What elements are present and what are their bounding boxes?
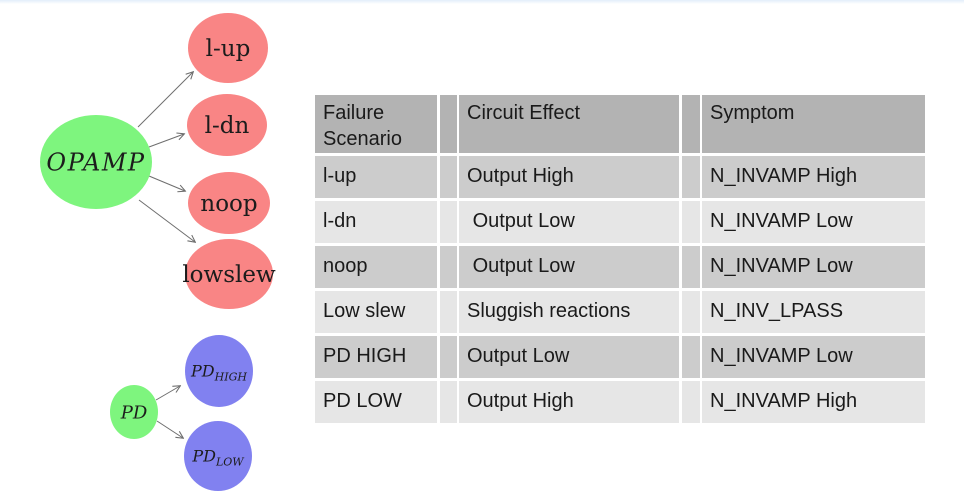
edge-opamp-lup — [137, 72, 193, 128]
cell-symptom: N_INVAMP Low — [702, 335, 925, 378]
cell-scenario: l-dn — [315, 200, 437, 243]
node-lowslew — [185, 239, 273, 309]
failure-table: Failure Scenario Circuit Effect Symptom … — [315, 95, 925, 423]
cell-effect: Output Low — [459, 200, 679, 243]
node-l-dn-label: l-dn — [205, 113, 250, 139]
cell-scenario: PD LOW — [315, 380, 437, 423]
header-spacer-1 — [439, 95, 457, 153]
node-noop-label: noop — [200, 191, 257, 217]
node-pd-high-label: PDHIGH — [190, 362, 247, 384]
window-top-edge — [0, 0, 964, 4]
fault-tree-diagram: OPAMP l-up l-dn noop lowslew PD PDHIGH P… — [40, 13, 276, 491]
cell-symptom: N_INVAMP High — [702, 155, 925, 198]
cell-scenario: PD HIGH — [315, 335, 437, 378]
cell-spacer — [681, 380, 700, 423]
cell-scenario: noop — [315, 245, 437, 288]
header-symptom: Symptom — [702, 95, 925, 153]
node-pd-low-sub: LOW — [215, 456, 245, 469]
header-spacer-2 — [681, 95, 700, 153]
node-pd-high-base: PD — [190, 362, 215, 381]
node-l-up-label: l-up — [206, 36, 251, 62]
cell-effect: Output Low — [459, 245, 679, 288]
cell-spacer — [439, 155, 457, 198]
node-pd-low-label: PDLOW — [191, 447, 245, 469]
cell-spacer — [439, 335, 457, 378]
cell-spacer — [681, 290, 700, 333]
header-failure-scenario: Failure Scenario — [315, 95, 437, 153]
edge-opamp-ldn — [148, 134, 184, 148]
node-pd-high-sub: HIGH — [214, 371, 248, 384]
cell-symptom: N_INVAMP High — [702, 380, 925, 423]
node-opamp — [40, 115, 152, 209]
cell-spacer — [681, 335, 700, 378]
edge-pd-pdhigh — [155, 386, 180, 401]
cell-effect: Sluggish reactions — [459, 290, 679, 333]
node-l-dn — [187, 94, 267, 156]
cell-symptom: N_INVAMP Low — [702, 245, 925, 288]
edge-opamp-noop — [148, 175, 185, 191]
edge-opamp-lowslew — [138, 199, 195, 242]
header-circuit-effect: Circuit Effect — [459, 95, 679, 153]
edge-pd-pdlow — [156, 420, 183, 438]
node-noop — [188, 172, 270, 234]
cell-spacer — [439, 245, 457, 288]
cell-effect: Output High — [459, 380, 679, 423]
cell-symptom: N_INVAMP Low — [702, 200, 925, 243]
cell-symptom: N_INV_LPASS — [702, 290, 925, 333]
cell-scenario: Low slew — [315, 290, 437, 333]
cell-scenario: l-up — [315, 155, 437, 198]
node-pd-high — [185, 335, 253, 407]
cell-spacer — [439, 290, 457, 333]
cell-spacer — [681, 155, 700, 198]
cell-spacer — [439, 380, 457, 423]
cell-spacer — [681, 245, 700, 288]
cell-effect: Output Low — [459, 335, 679, 378]
node-pd — [110, 385, 158, 439]
cell-spacer — [681, 200, 700, 243]
cell-spacer — [439, 200, 457, 243]
node-pd-label: PD — [120, 402, 148, 423]
node-lowslew-label: lowslew — [182, 262, 276, 288]
node-pd-low — [184, 421, 252, 491]
node-pd-low-base: PD — [191, 447, 216, 466]
cell-effect: Output High — [459, 155, 679, 198]
node-l-up — [188, 13, 268, 83]
node-opamp-label: OPAMP — [46, 148, 145, 176]
